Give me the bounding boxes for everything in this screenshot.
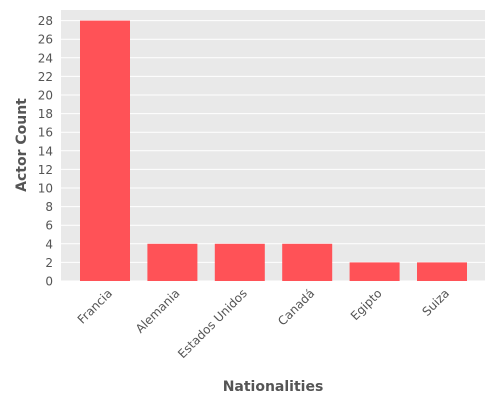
x-tick-label: Alemania xyxy=(133,286,183,336)
bars xyxy=(80,20,467,281)
y-tick-label: 12 xyxy=(38,163,53,177)
y-tick-label: 4 xyxy=(45,237,53,251)
gridlines xyxy=(61,20,485,282)
bar xyxy=(147,243,198,281)
bar xyxy=(282,243,333,281)
y-tick-label: 24 xyxy=(38,51,53,65)
x-tick-label: Francia xyxy=(75,286,115,326)
x-tick-label: Suiza xyxy=(419,286,452,319)
y-tick-label: 16 xyxy=(38,126,53,140)
y-tick-label: 0 xyxy=(45,275,53,289)
x-tick-label: Egipto xyxy=(348,286,385,323)
y-tick-label: 8 xyxy=(45,200,53,214)
y-tick-label: 6 xyxy=(45,219,53,233)
y-tick-label: 10 xyxy=(38,182,53,196)
x-axis-label: Nationalities xyxy=(223,379,324,395)
y-tick-label: 26 xyxy=(38,33,53,47)
y-tick-label: 20 xyxy=(38,89,53,103)
bar xyxy=(80,20,130,281)
x-tick-label: Canadá xyxy=(275,286,317,328)
plot-background xyxy=(61,10,485,281)
y-axis-label: Actor Count xyxy=(14,98,30,192)
y-tick-label: 22 xyxy=(38,70,53,84)
y-tick-label: 2 xyxy=(45,256,53,270)
bar xyxy=(214,243,265,281)
y-tick-label: 14 xyxy=(38,144,53,158)
y-tick-label: 28 xyxy=(38,14,53,28)
bar xyxy=(417,262,467,281)
bar xyxy=(349,262,400,281)
y-tick-label: 18 xyxy=(38,107,53,121)
x-tick-label: Estados Unidos xyxy=(175,286,250,361)
